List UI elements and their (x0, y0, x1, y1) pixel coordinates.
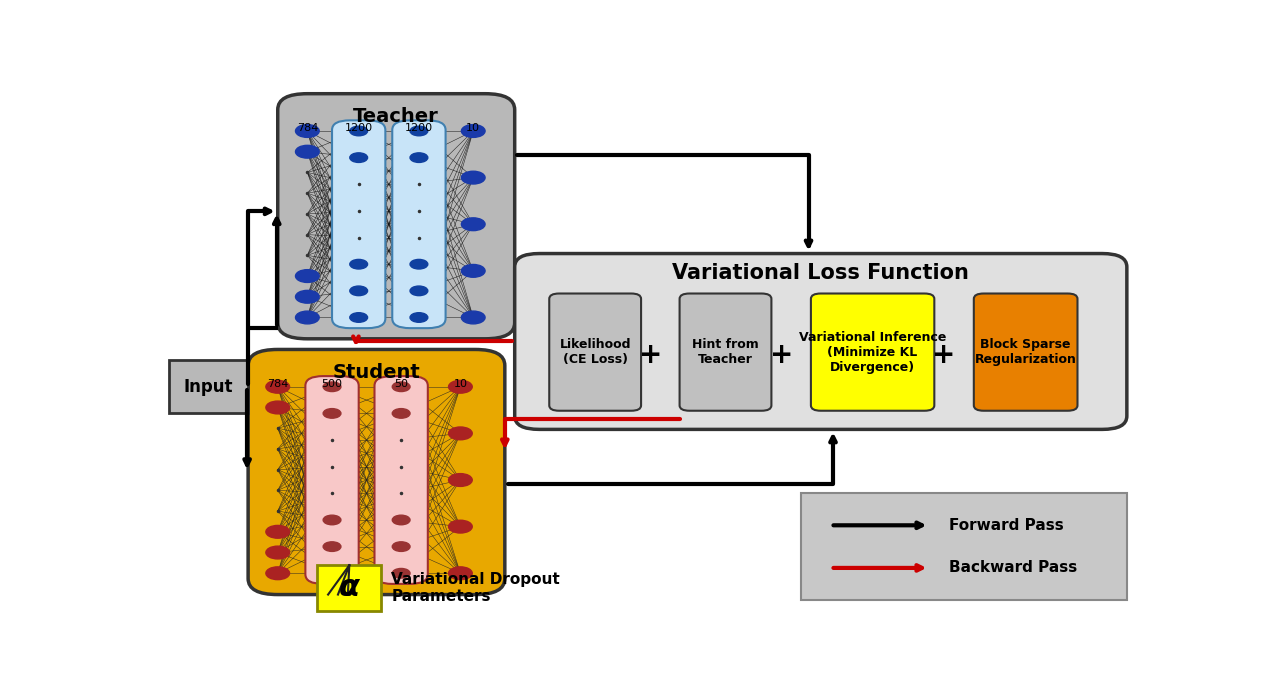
Circle shape (350, 286, 368, 295)
FancyBboxPatch shape (812, 293, 934, 411)
Text: 500: 500 (321, 379, 343, 389)
Circle shape (266, 546, 289, 559)
FancyBboxPatch shape (317, 565, 381, 610)
Circle shape (461, 218, 485, 230)
Text: Variational Loss Function: Variational Loss Function (673, 263, 970, 283)
Circle shape (324, 408, 341, 418)
Circle shape (324, 568, 341, 578)
Text: +: + (769, 340, 792, 369)
Text: Variational Dropout
Parameters: Variational Dropout Parameters (391, 572, 561, 604)
FancyBboxPatch shape (549, 293, 641, 411)
Circle shape (461, 311, 485, 324)
FancyBboxPatch shape (515, 253, 1127, 429)
Text: Likelihood
(CE Loss): Likelihood (CE Loss) (559, 338, 631, 366)
FancyBboxPatch shape (973, 293, 1078, 411)
Text: 10: 10 (466, 123, 480, 133)
FancyBboxPatch shape (801, 493, 1127, 600)
Text: 10: 10 (454, 379, 468, 389)
Text: 784: 784 (268, 379, 288, 389)
Circle shape (448, 427, 473, 440)
Circle shape (350, 153, 368, 163)
Circle shape (350, 126, 368, 136)
Text: Hint from
Teacher: Hint from Teacher (692, 338, 759, 366)
Circle shape (448, 473, 473, 486)
Circle shape (410, 313, 428, 322)
Text: Forward Pass: Forward Pass (949, 518, 1064, 533)
Circle shape (296, 311, 320, 324)
Text: Backward Pass: Backward Pass (949, 561, 1078, 576)
Text: Block Sparse
Regularization: Block Sparse Regularization (975, 338, 1077, 366)
FancyBboxPatch shape (169, 360, 248, 413)
Circle shape (324, 542, 341, 552)
Circle shape (296, 145, 320, 158)
Circle shape (392, 515, 410, 525)
Circle shape (461, 264, 485, 277)
Circle shape (266, 381, 289, 393)
FancyBboxPatch shape (392, 120, 446, 328)
Circle shape (296, 291, 320, 303)
Text: Variational Inference
(Minimize KL
Divergence): Variational Inference (Minimize KL Diver… (799, 331, 947, 374)
FancyBboxPatch shape (375, 376, 428, 584)
Circle shape (296, 125, 320, 138)
Circle shape (392, 542, 410, 552)
Circle shape (392, 568, 410, 578)
Circle shape (448, 520, 473, 533)
Text: 784: 784 (297, 123, 318, 133)
Circle shape (296, 270, 320, 282)
Circle shape (392, 408, 410, 418)
Circle shape (448, 381, 473, 393)
Text: 50: 50 (394, 379, 408, 389)
Text: +: + (931, 340, 956, 369)
FancyBboxPatch shape (306, 376, 359, 584)
Text: Input: Input (183, 378, 233, 396)
FancyBboxPatch shape (333, 120, 385, 328)
Circle shape (410, 126, 428, 136)
Circle shape (461, 171, 485, 184)
Text: +: + (640, 340, 662, 369)
Text: Teacher: Teacher (353, 107, 440, 126)
Circle shape (410, 260, 428, 269)
Circle shape (266, 401, 289, 414)
Circle shape (461, 125, 485, 138)
Circle shape (324, 382, 341, 392)
Circle shape (266, 567, 289, 580)
Circle shape (350, 260, 368, 269)
Circle shape (350, 313, 368, 322)
Circle shape (410, 286, 428, 295)
FancyBboxPatch shape (679, 293, 772, 411)
Circle shape (324, 515, 341, 525)
Text: α: α (339, 574, 359, 603)
Text: 1200: 1200 (345, 123, 373, 133)
Circle shape (448, 567, 473, 580)
Circle shape (266, 525, 289, 538)
Text: 1200: 1200 (405, 123, 433, 133)
Text: Student: Student (333, 363, 420, 382)
FancyBboxPatch shape (278, 93, 515, 339)
Circle shape (392, 382, 410, 392)
Circle shape (410, 153, 428, 163)
FancyBboxPatch shape (248, 349, 505, 594)
